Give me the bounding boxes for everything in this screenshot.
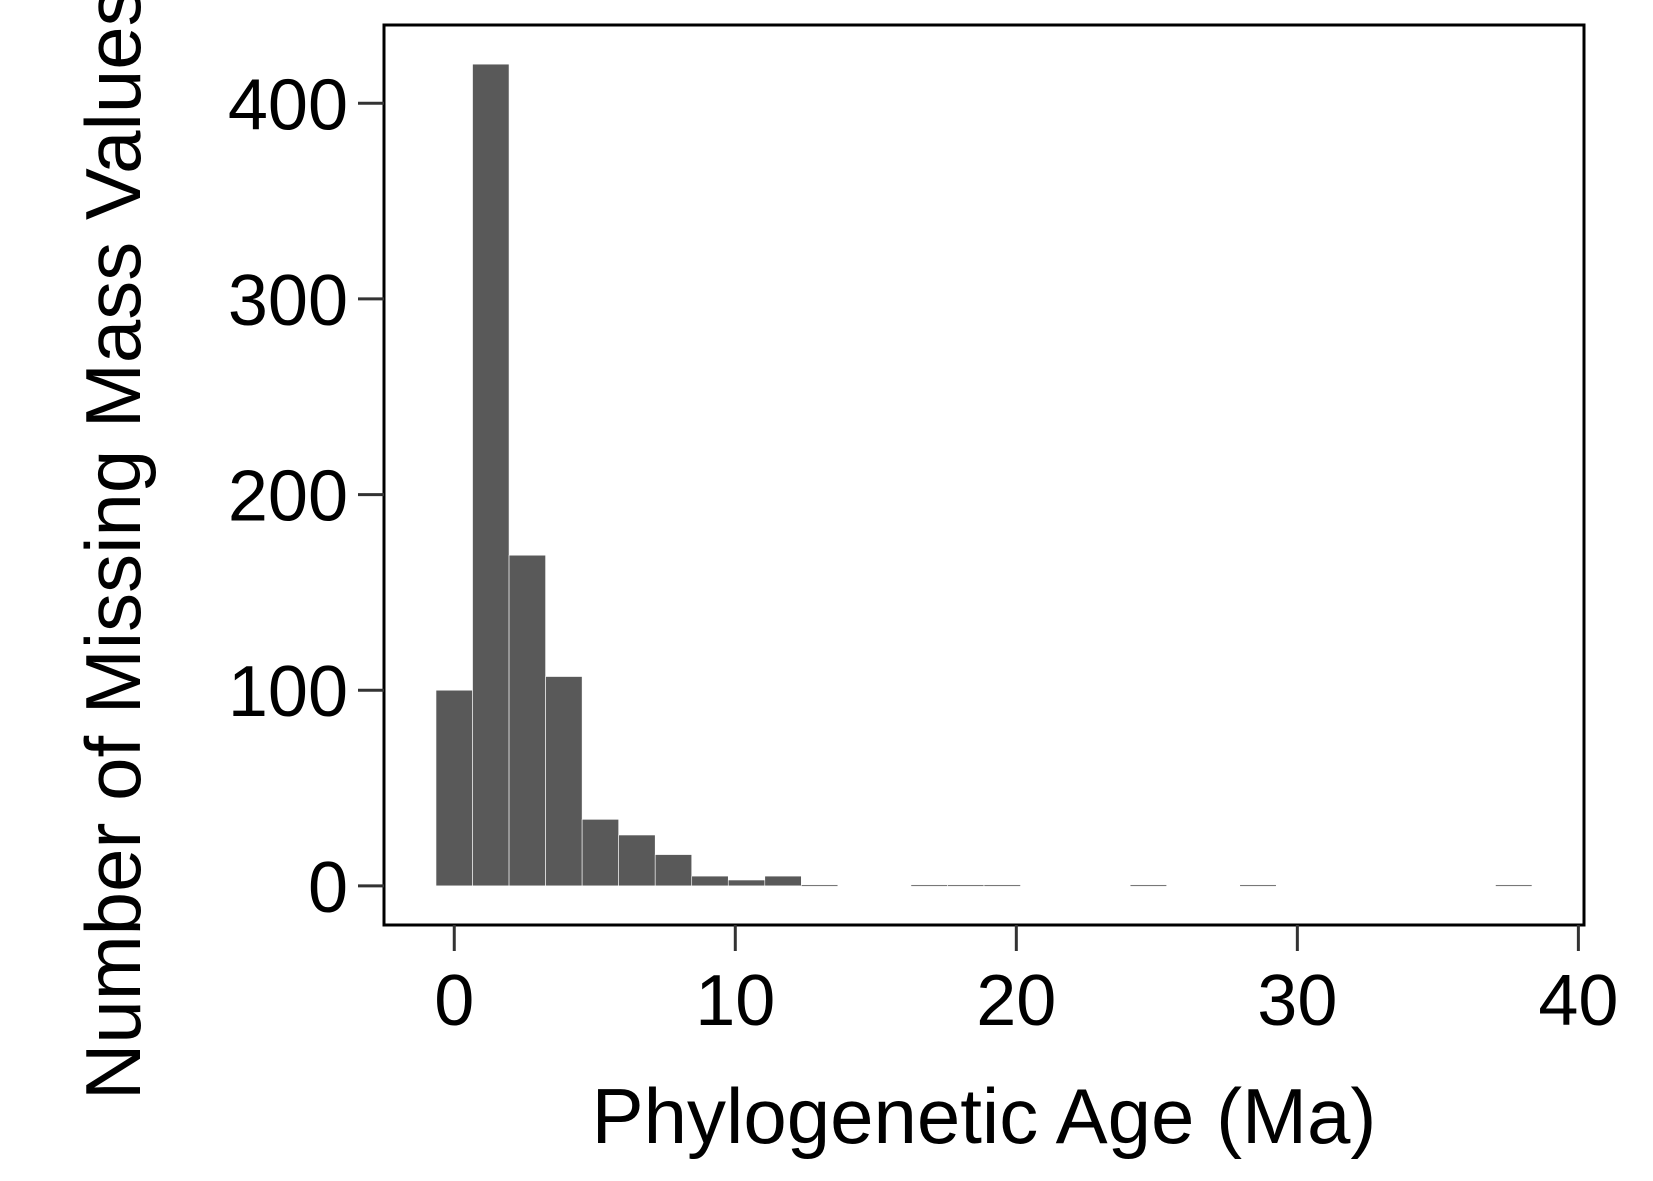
histogram-bar	[1129, 884, 1167, 887]
y-axis-ticks: 0 100 200 300 400	[228, 65, 384, 928]
histogram-bar	[691, 875, 729, 887]
y-tick-label: 0	[308, 848, 348, 928]
histogram-bar	[983, 884, 1021, 887]
x-tick-label: 20	[976, 961, 1056, 1041]
x-tick-label: 30	[1257, 961, 1337, 1041]
x-axis-ticks: 0 10 20 30 40	[434, 925, 1618, 1041]
histogram-bar	[727, 879, 766, 887]
histogram-bar	[801, 884, 839, 887]
y-tick-label: 400	[228, 65, 348, 145]
histogram-bar	[508, 554, 546, 887]
x-axis-title: Phylogenetic Age (Ma)	[592, 1072, 1377, 1160]
y-tick-label: 200	[228, 457, 348, 537]
histogram-bar	[545, 676, 583, 887]
plot-frame	[382, 23, 1586, 927]
x-tick-label: 10	[695, 961, 775, 1041]
x-tick-label: 0	[434, 961, 474, 1041]
histogram-bar	[581, 819, 619, 887]
bars-group	[435, 63, 1533, 887]
histogram-bar	[472, 63, 510, 887]
histogram-bar	[435, 689, 473, 887]
y-axis-title: Number of Missing Mass Values	[69, 0, 157, 1100]
histogram-bar	[1239, 884, 1277, 887]
histogram-bar	[764, 875, 802, 887]
x-tick-label: 40	[1538, 961, 1618, 1041]
histogram-bar	[1495, 884, 1533, 887]
y-tick-label: 100	[228, 652, 348, 732]
y-tick-label: 300	[228, 261, 348, 341]
histogram-bar	[654, 854, 693, 887]
histogram-bar	[947, 884, 985, 887]
histogram-bar	[618, 834, 656, 887]
histogram-bar	[910, 884, 948, 887]
